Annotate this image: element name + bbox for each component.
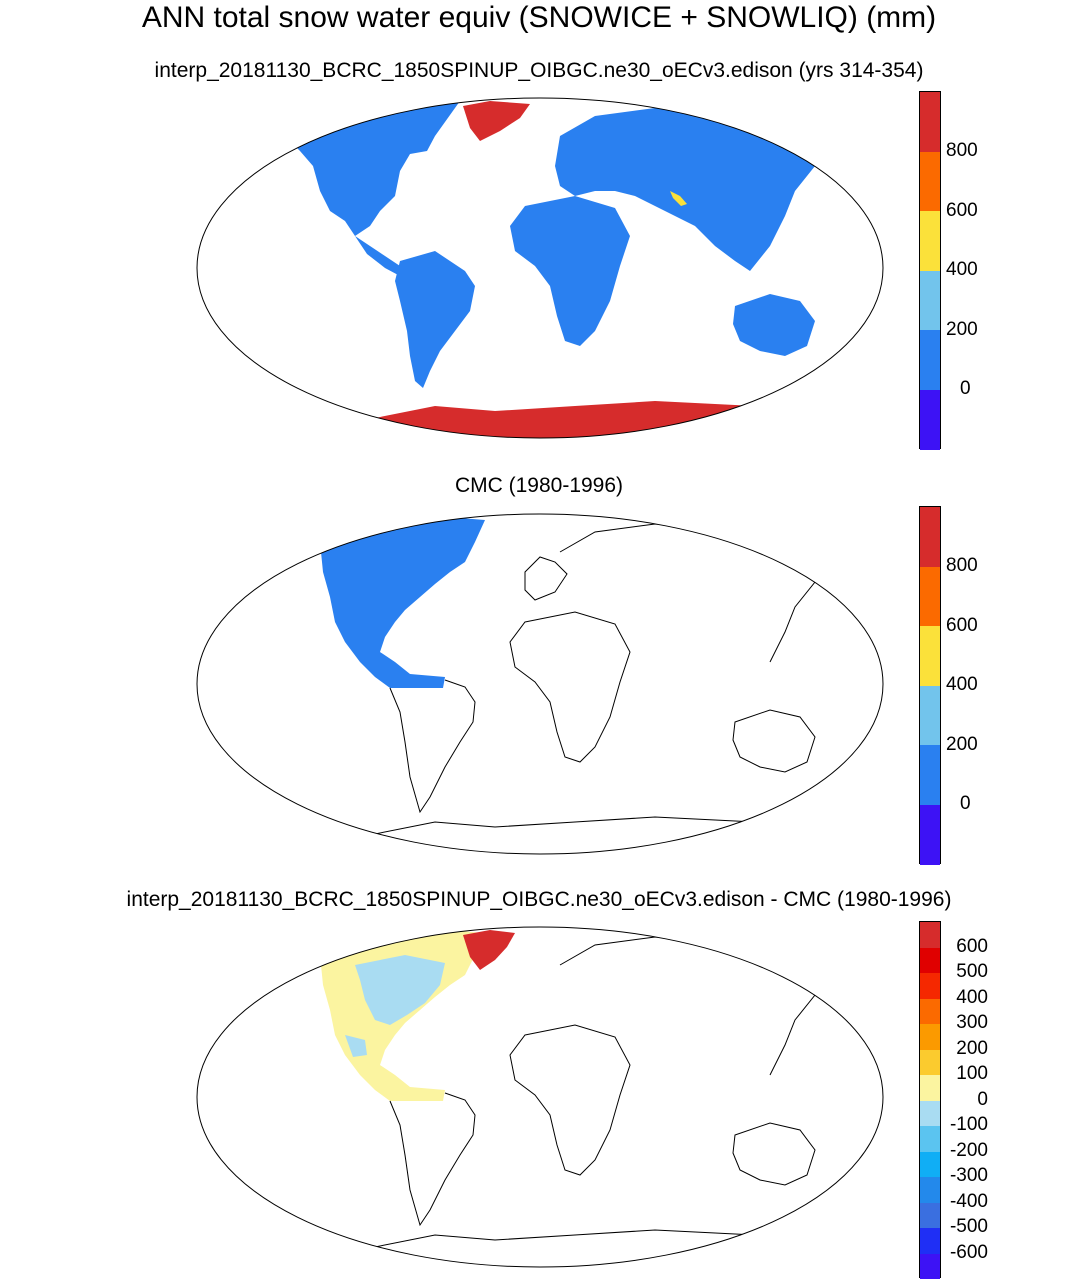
colorbar-segment — [920, 1151, 940, 1177]
panel-2-tick: 800 — [946, 555, 978, 576]
colorbar-segment — [920, 1126, 940, 1152]
panel-3-tick: -400 — [949, 1190, 988, 1212]
colorbar-segment — [920, 1075, 940, 1101]
panel-3-tick: 0 — [977, 1088, 988, 1110]
north-america-region — [285, 101, 460, 236]
panel-2-tick: 400 — [946, 674, 978, 695]
panel-3-tick: 200 — [956, 1037, 988, 1059]
colorbar-segment — [920, 998, 940, 1024]
panel-2-colorbar — [919, 506, 941, 865]
africa-region — [510, 196, 630, 346]
negative-difference-region — [355, 955, 445, 1025]
panel-3-tick: 100 — [956, 1063, 988, 1084]
panel-3-tick: -100 — [949, 1114, 988, 1135]
panel-3-tick: 400 — [956, 986, 988, 1008]
panel-2-tick: 600 — [946, 615, 978, 636]
australia-region — [733, 294, 815, 356]
colorbar-segment — [920, 947, 940, 973]
colorbar-segment — [920, 1202, 940, 1228]
panel-3-tick: -300 — [949, 1165, 988, 1186]
colorbar-segment — [920, 1177, 940, 1203]
panel-1-tick: 200 — [946, 319, 978, 340]
panel-3-tick: 500 — [956, 961, 988, 982]
greenland-difference-region — [463, 930, 515, 970]
south-america-region — [395, 251, 475, 388]
panel-2-subtitle: CMC (1980-1996) — [454, 474, 624, 497]
panel-2-tick: 200 — [946, 734, 978, 755]
eurasia-region — [555, 108, 825, 271]
panel-1-colorbar — [919, 91, 941, 450]
panel-1-tick: 0 — [960, 378, 971, 399]
panel-3-map — [196, 926, 884, 1268]
panel-3-tick: -500 — [949, 1216, 988, 1237]
colorbar-segment — [920, 1024, 940, 1050]
colorbar-segment — [920, 1100, 940, 1126]
panel-3-colorbar — [919, 921, 941, 1279]
colorbar-segment — [920, 922, 940, 948]
panel-1-tick: 400 — [946, 259, 978, 280]
greenland-region — [463, 101, 530, 141]
panel-3-tick: -200 — [949, 1139, 988, 1161]
colorbar-segment — [920, 1228, 940, 1254]
colorbar-segment — [920, 1253, 940, 1279]
panel-2-map — [196, 513, 884, 855]
panel-1-subtitle: interp_20181130_BCRC_1850SPINUP_OIBGC.ne… — [154, 59, 924, 82]
panel-1-tick: 600 — [946, 200, 978, 221]
panel-3-tick: 300 — [956, 1012, 988, 1033]
panel-1-map — [196, 97, 884, 439]
colorbar-segment — [920, 973, 940, 999]
panel-3-tick: -600 — [949, 1241, 988, 1263]
colorbar-segment — [920, 1049, 940, 1075]
panel-2-tick: 0 — [960, 793, 971, 814]
panel-1-tick: 800 — [946, 140, 978, 161]
figure-title: ANN total snow water equiv (SNOWICE + SN… — [141, 1, 937, 34]
panel-3-tick: 600 — [956, 935, 988, 957]
panel-3-subtitle: interp_20181130_BCRC_1850SPINUP_OIBGC.ne… — [126, 888, 952, 911]
north-america-region — [320, 518, 485, 688]
